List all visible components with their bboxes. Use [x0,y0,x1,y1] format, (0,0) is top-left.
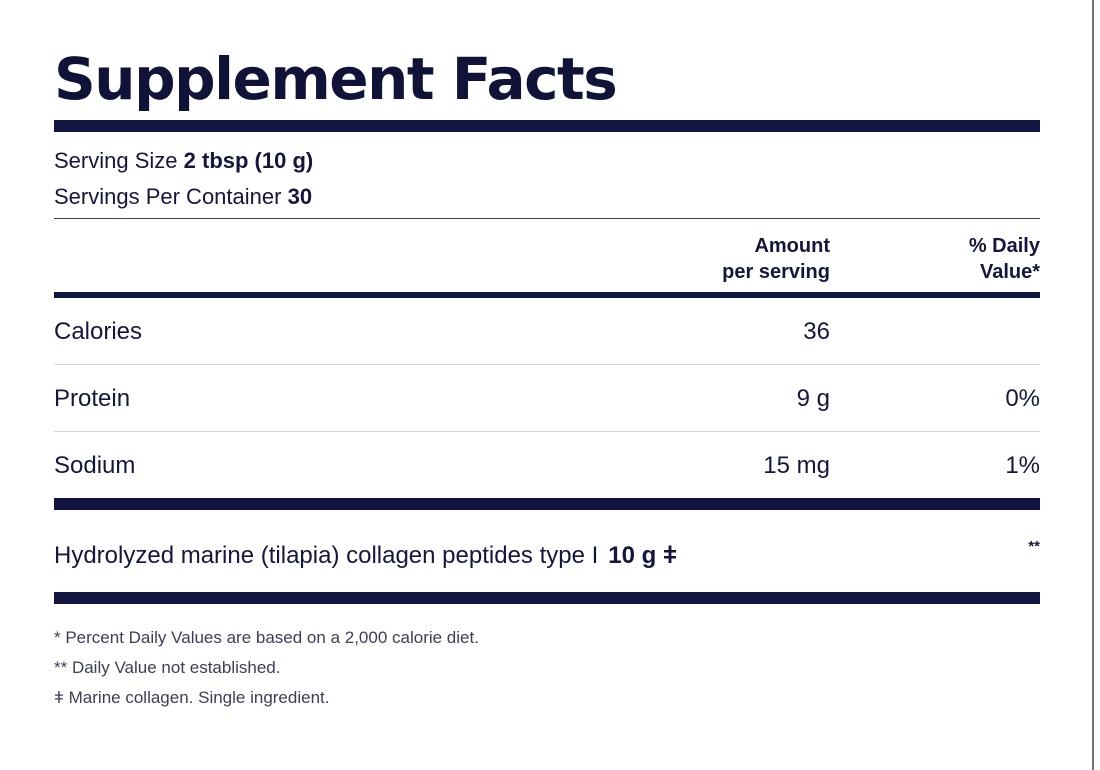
footnote-daily-values: * Percent Daily Values are based on a 2,… [54,628,479,647]
servings-per-container-value: 30 [287,184,313,209]
window-edge-line [1092,0,1094,770]
servings-per-container-line: Servings Per Container 30 [54,182,1040,218]
footnotes: * Percent Daily Values are based on a 2,… [54,604,1040,716]
nutrient-name: Calories [54,318,143,345]
row-divider [54,431,1040,432]
nutrients-divider-bar [54,498,1040,510]
panel-title: Supplement Facts [54,45,618,113]
nutrient-amount: 15 mg [763,452,830,479]
servings-per-container-label: Servings Per Container [54,184,282,209]
dv-header-line1: % Daily [968,235,1040,257]
nutrient-name: Protein [54,385,131,412]
footnote-not-established: ** Daily Value not established. [54,658,281,677]
serving-size-value: 2 tbsp (10 g) [183,148,314,173]
nutrient-name: Sodium [54,452,136,479]
daily-value-column-header: % Daily Value* [969,233,1040,285]
serving-size-line: Serving Size 2 tbsp (10 g) [54,146,1040,182]
ingredient-name: Hydrolyzed marine (tilapia) collagen pep… [54,542,599,569]
nutrient-daily-value: 0% [1005,385,1040,412]
top-divider-bar [54,120,1040,132]
nutrient-row-sodium: Sodium 15 mg 1% [54,432,1040,498]
nutrient-amount: 36 [803,318,830,345]
serving-info: Serving Size 2 tbsp (10 g) Servings Per … [54,132,1040,218]
footnote-marine-collagen: ǂ Marine collagen. Single ingredient. [54,688,330,707]
row-divider [54,364,1040,365]
ingredient-row: Hydrolyzed marine (tilapia) collagen pep… [54,510,1040,592]
nutrient-row-protein: Protein 9 g 0% [54,365,1040,431]
nutrient-amount: 9 g [796,385,830,412]
supplement-facts-panel: Supplement Facts Serving Size 2 tbsp (10… [54,44,1040,716]
column-header-row: Amount per serving % Daily Value* [54,219,1040,292]
ingredient-amount: 10 g ǂ [608,542,677,569]
amount-column-header: Amount per serving [722,233,830,285]
bottom-divider-bar [54,592,1040,604]
dv-header-line2: Value* [979,261,1040,283]
nutrient-daily-value: 1% [1005,452,1040,479]
nutrient-row-calories: Calories 36 [54,298,1040,364]
serving-divider [54,218,1040,219]
serving-size-label: Serving Size [54,148,178,173]
amount-header-line2: per serving [722,261,830,283]
amount-header-line1: Amount [754,235,830,257]
ingredient-daily-value: ** [1028,538,1040,555]
ingredient-name-line: Hydrolyzed marine (tilapia) collagen pep… [54,542,677,570]
header-divider-bar [54,292,1040,298]
